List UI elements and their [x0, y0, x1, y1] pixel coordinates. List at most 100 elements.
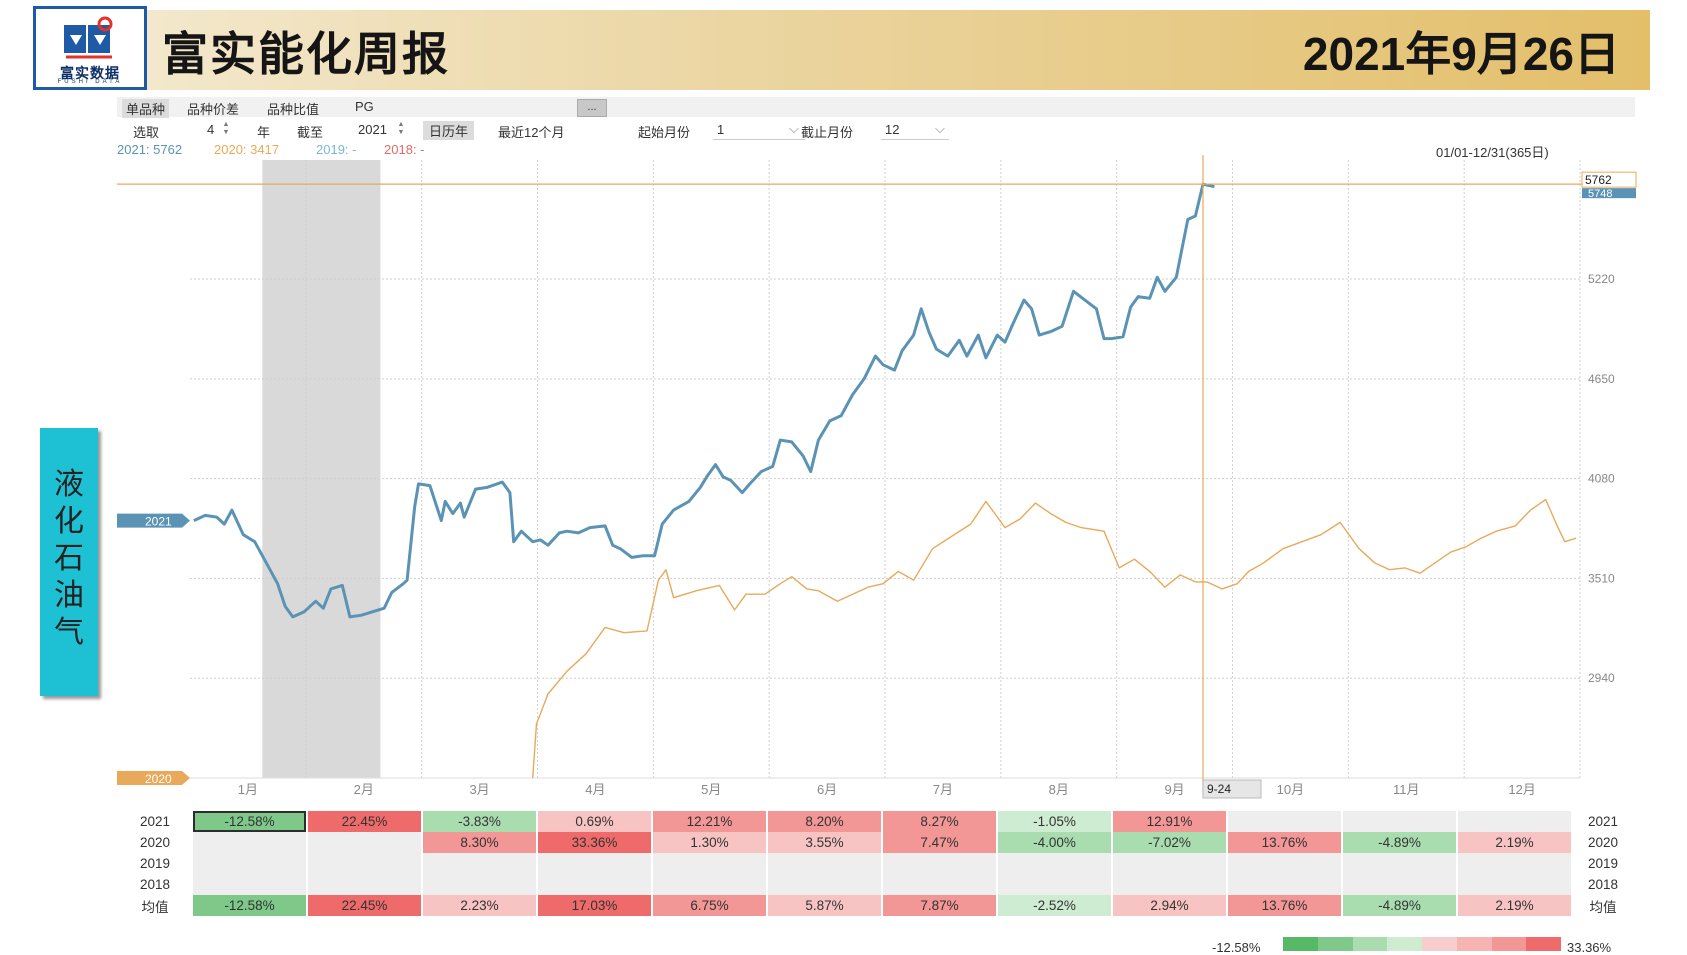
- legend-2020: 2020: 3417: [214, 142, 280, 157]
- table-cell[interactable]: [423, 874, 536, 895]
- until-label: 截至: [297, 125, 324, 140]
- table-cell[interactable]: [1113, 853, 1226, 874]
- table-cell[interactable]: [768, 853, 881, 874]
- table-cell[interactable]: 2.19%: [1458, 832, 1571, 853]
- table-cell[interactable]: [1458, 874, 1571, 895]
- scale-segment: [1387, 937, 1422, 951]
- table-cell[interactable]: 13.76%: [1228, 895, 1341, 916]
- table-cell[interactable]: 1.30%: [653, 832, 766, 853]
- table-cell[interactable]: 8.30%: [423, 832, 536, 853]
- table-cell[interactable]: [1228, 874, 1341, 895]
- table-cell[interactable]: 7.47%: [883, 832, 996, 853]
- table-cell[interactable]: -7.02%: [1113, 832, 1226, 853]
- table-cell[interactable]: [193, 853, 306, 874]
- tab-single-product[interactable]: 单品种: [122, 99, 170, 118]
- more-button[interactable]: ...: [577, 99, 607, 117]
- x-tick-label: 7月: [933, 782, 953, 797]
- years-count-input[interactable]: 4: [207, 122, 215, 137]
- y-tick-label: 2940: [1588, 671, 1615, 685]
- table-cell[interactable]: 33.36%: [538, 832, 651, 853]
- report-date: 2021年9月26日: [1302, 28, 1620, 80]
- table-cell[interactable]: 6.75%: [653, 895, 766, 916]
- table-cell[interactable]: 17.03%: [538, 895, 651, 916]
- table-cell[interactable]: 2.23%: [423, 895, 536, 916]
- table-row: 2021 -12.58% 22.45% -3.83% 0.69% 12.21% 8.20% 8…: [119, 811, 1633, 832]
- table-cell[interactable]: [538, 874, 651, 895]
- table-cell[interactable]: -3.83%: [423, 811, 536, 832]
- table-cell[interactable]: 12.91%: [1113, 811, 1226, 832]
- table-cell[interactable]: -1.05%: [998, 811, 1111, 832]
- table-cell[interactable]: -12.58%: [193, 811, 306, 832]
- calendar-year-button[interactable]: 日历年: [423, 121, 475, 140]
- color-scale-bar: [1283, 937, 1561, 951]
- table-cell[interactable]: [308, 874, 421, 895]
- table-cell[interactable]: [1343, 874, 1456, 895]
- table-cell[interactable]: -4.89%: [1343, 832, 1456, 853]
- until-year-input[interactable]: 2021: [358, 122, 387, 137]
- table-cell[interactable]: [653, 853, 766, 874]
- table-cell[interactable]: 5.87%: [768, 895, 881, 916]
- table-cell[interactable]: [193, 874, 306, 895]
- table-cell[interactable]: [423, 853, 536, 874]
- table-cell[interactable]: -2.52%: [998, 895, 1111, 916]
- end-month-select[interactable]: 12 ⌵: [881, 121, 949, 140]
- table-cell[interactable]: [1228, 811, 1341, 832]
- row-label-right: 2019: [1587, 856, 1619, 871]
- table-cell[interactable]: 8.20%: [768, 811, 881, 832]
- tab-product-spread[interactable]: 品种价差: [187, 102, 240, 117]
- table-cell[interactable]: 2.94%: [1113, 895, 1226, 916]
- scale-segment: [1422, 937, 1457, 951]
- row-label-left: 均值: [141, 899, 169, 915]
- year-unit-label: 年: [257, 125, 271, 140]
- table-cell[interactable]: [768, 874, 881, 895]
- table-cell[interactable]: 2.19%: [1458, 895, 1571, 916]
- table-cell[interactable]: 22.45%: [308, 895, 421, 916]
- table-cell[interactable]: [1228, 853, 1341, 874]
- table-cell[interactable]: [308, 832, 421, 853]
- years-spinner-icon[interactable]: ▲ ▼: [222, 121, 230, 136]
- table-cell[interactable]: [193, 832, 306, 853]
- table-cell[interactable]: 22.45%: [308, 811, 421, 832]
- end-month-value: 12: [885, 122, 900, 137]
- table-cell[interactable]: 7.87%: [883, 895, 996, 916]
- logo-text: 富实数据: [60, 65, 120, 81]
- table-cell[interactable]: [1343, 811, 1456, 832]
- tabs-row: 单品种 品种价差 品种比值 PG: [117, 97, 1635, 118]
- chevron-down-icon: ⌵: [935, 121, 945, 136]
- until-year-spinner-icon[interactable]: ▲ ▼: [397, 121, 405, 136]
- table-cell[interactable]: 8.27%: [883, 811, 996, 832]
- table-cell[interactable]: [1343, 853, 1456, 874]
- x-tick-label: 5月: [701, 782, 721, 797]
- table-cell[interactable]: [538, 853, 651, 874]
- shaded-period: [262, 160, 381, 778]
- y-tick-label: 4650: [1588, 372, 1615, 386]
- legend-2021: 2021: 5762: [117, 142, 183, 157]
- scale-min-label: -12.58%: [1212, 940, 1261, 955]
- table-cell[interactable]: [998, 874, 1111, 895]
- recent-12-months-button[interactable]: 最近12个月: [498, 125, 565, 140]
- table-cell[interactable]: 3.55%: [768, 832, 881, 853]
- start-month-select[interactable]: 1 ⌵: [713, 121, 805, 140]
- table-cell[interactable]: [308, 853, 421, 874]
- table-cell[interactable]: [883, 853, 996, 874]
- table-cell[interactable]: 12.21%: [653, 811, 766, 832]
- table-cell[interactable]: 13.76%: [1228, 832, 1341, 853]
- table-cell[interactable]: -12.58%: [193, 895, 306, 916]
- x-tick-label: 10月: [1277, 782, 1304, 797]
- table-cell[interactable]: [1113, 874, 1226, 895]
- logo-subtext: FUSHI DATA: [57, 79, 123, 85]
- header-banner: [142, 10, 1650, 90]
- table-cell[interactable]: 0.69%: [538, 811, 651, 832]
- table-row: 2018 2018: [119, 874, 1633, 895]
- table-cell[interactable]: [1458, 853, 1571, 874]
- table-cell[interactable]: -4.00%: [998, 832, 1111, 853]
- scale-segment: [1283, 937, 1318, 951]
- table-cell[interactable]: -4.89%: [1343, 895, 1456, 916]
- table-cell[interactable]: [883, 874, 996, 895]
- table-cell[interactable]: [1458, 811, 1571, 832]
- row-label-right: 均值: [1589, 899, 1617, 915]
- tab-product-ratio[interactable]: 品种比值: [267, 102, 320, 117]
- table-cell[interactable]: [653, 874, 766, 895]
- table-cell[interactable]: [998, 853, 1111, 874]
- row-label-left: 2018: [139, 877, 171, 892]
